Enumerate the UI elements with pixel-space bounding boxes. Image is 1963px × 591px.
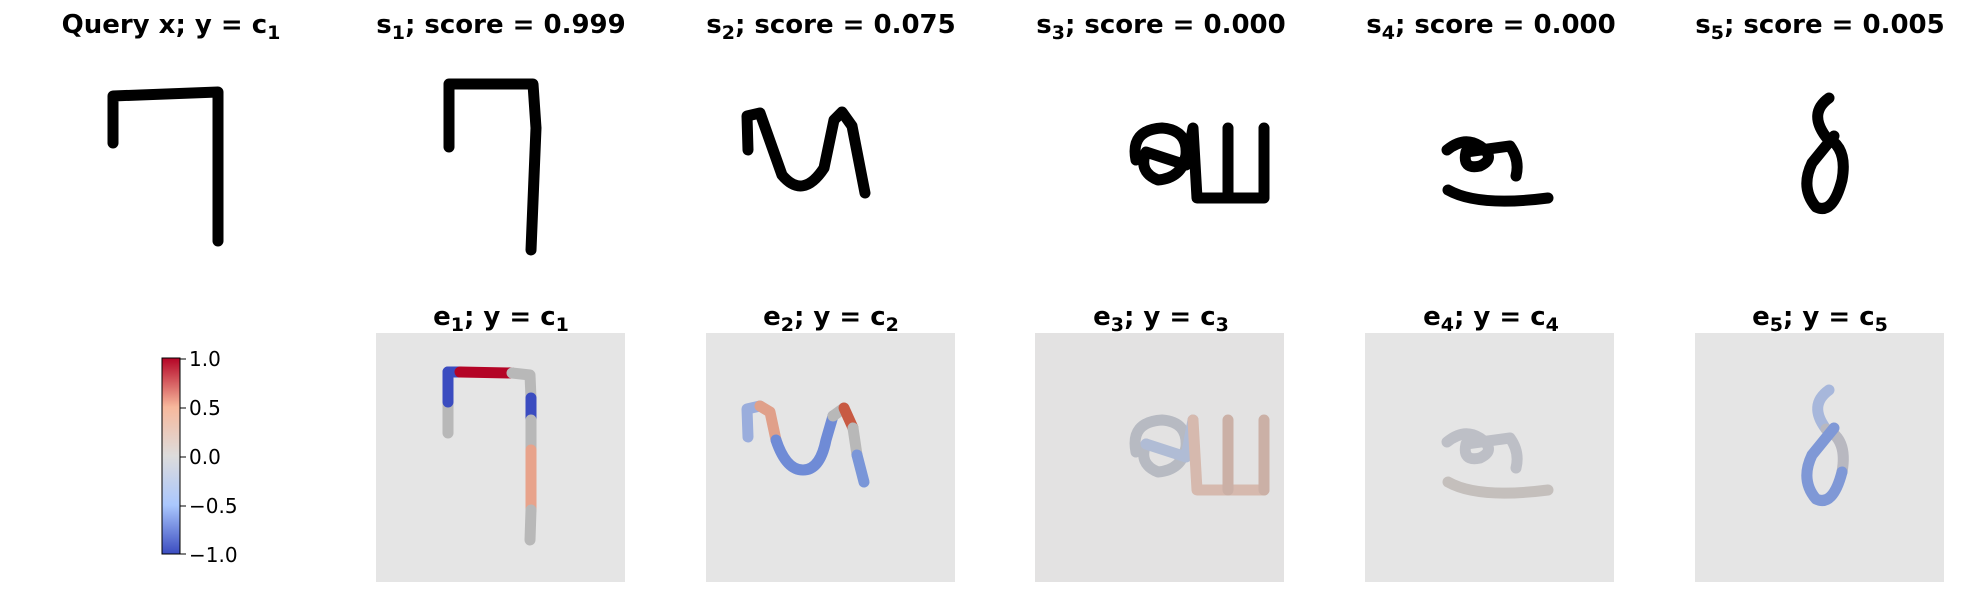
e1-map [376, 333, 625, 582]
s5-title: s5; score = 0.005 [1695, 10, 1945, 44]
s4-glyph [1441, 136, 1554, 207]
s3-title: s3; score = 0.000 [1036, 10, 1286, 44]
s2-title: s2; score = 0.075 [706, 10, 956, 44]
colorbar-tick-1: 1.0 [189, 347, 221, 371]
colorbar-tick-0.5: 0.5 [189, 396, 221, 420]
colorbar-tick-0: 0.0 [189, 445, 221, 469]
query-title: Query x; y = c1 [62, 10, 281, 44]
e5-title: e5; y = c5 [1752, 302, 1888, 336]
s5-glyph [1801, 92, 1849, 214]
e2-map [706, 333, 955, 582]
s3-glyph [1129, 122, 1270, 204]
query-glyph [107, 86, 224, 247]
s1-glyph [443, 78, 542, 256]
e4-title: e4; y = c4 [1423, 302, 1559, 336]
s4-title: s4; score = 0.000 [1366, 10, 1616, 44]
e3-title: e3; y = c3 [1093, 302, 1229, 336]
s2-glyph [741, 106, 871, 199]
colorbar: 1.0 0.5 0.0 −0.5 −1.0 [161, 347, 238, 567]
colorbar-gradient [161, 357, 181, 555]
e5-map [1695, 333, 1944, 582]
e3-map [1035, 333, 1284, 582]
s1-title: s1; score = 0.999 [376, 10, 626, 44]
colorbar-tick-neg1: −1.0 [189, 543, 238, 567]
colorbar-tick-neg0.5: −0.5 [189, 494, 238, 518]
e1-title: e1; y = c1 [433, 302, 569, 336]
e4-map [1365, 333, 1614, 582]
e2-title: e2; y = c2 [763, 302, 899, 336]
